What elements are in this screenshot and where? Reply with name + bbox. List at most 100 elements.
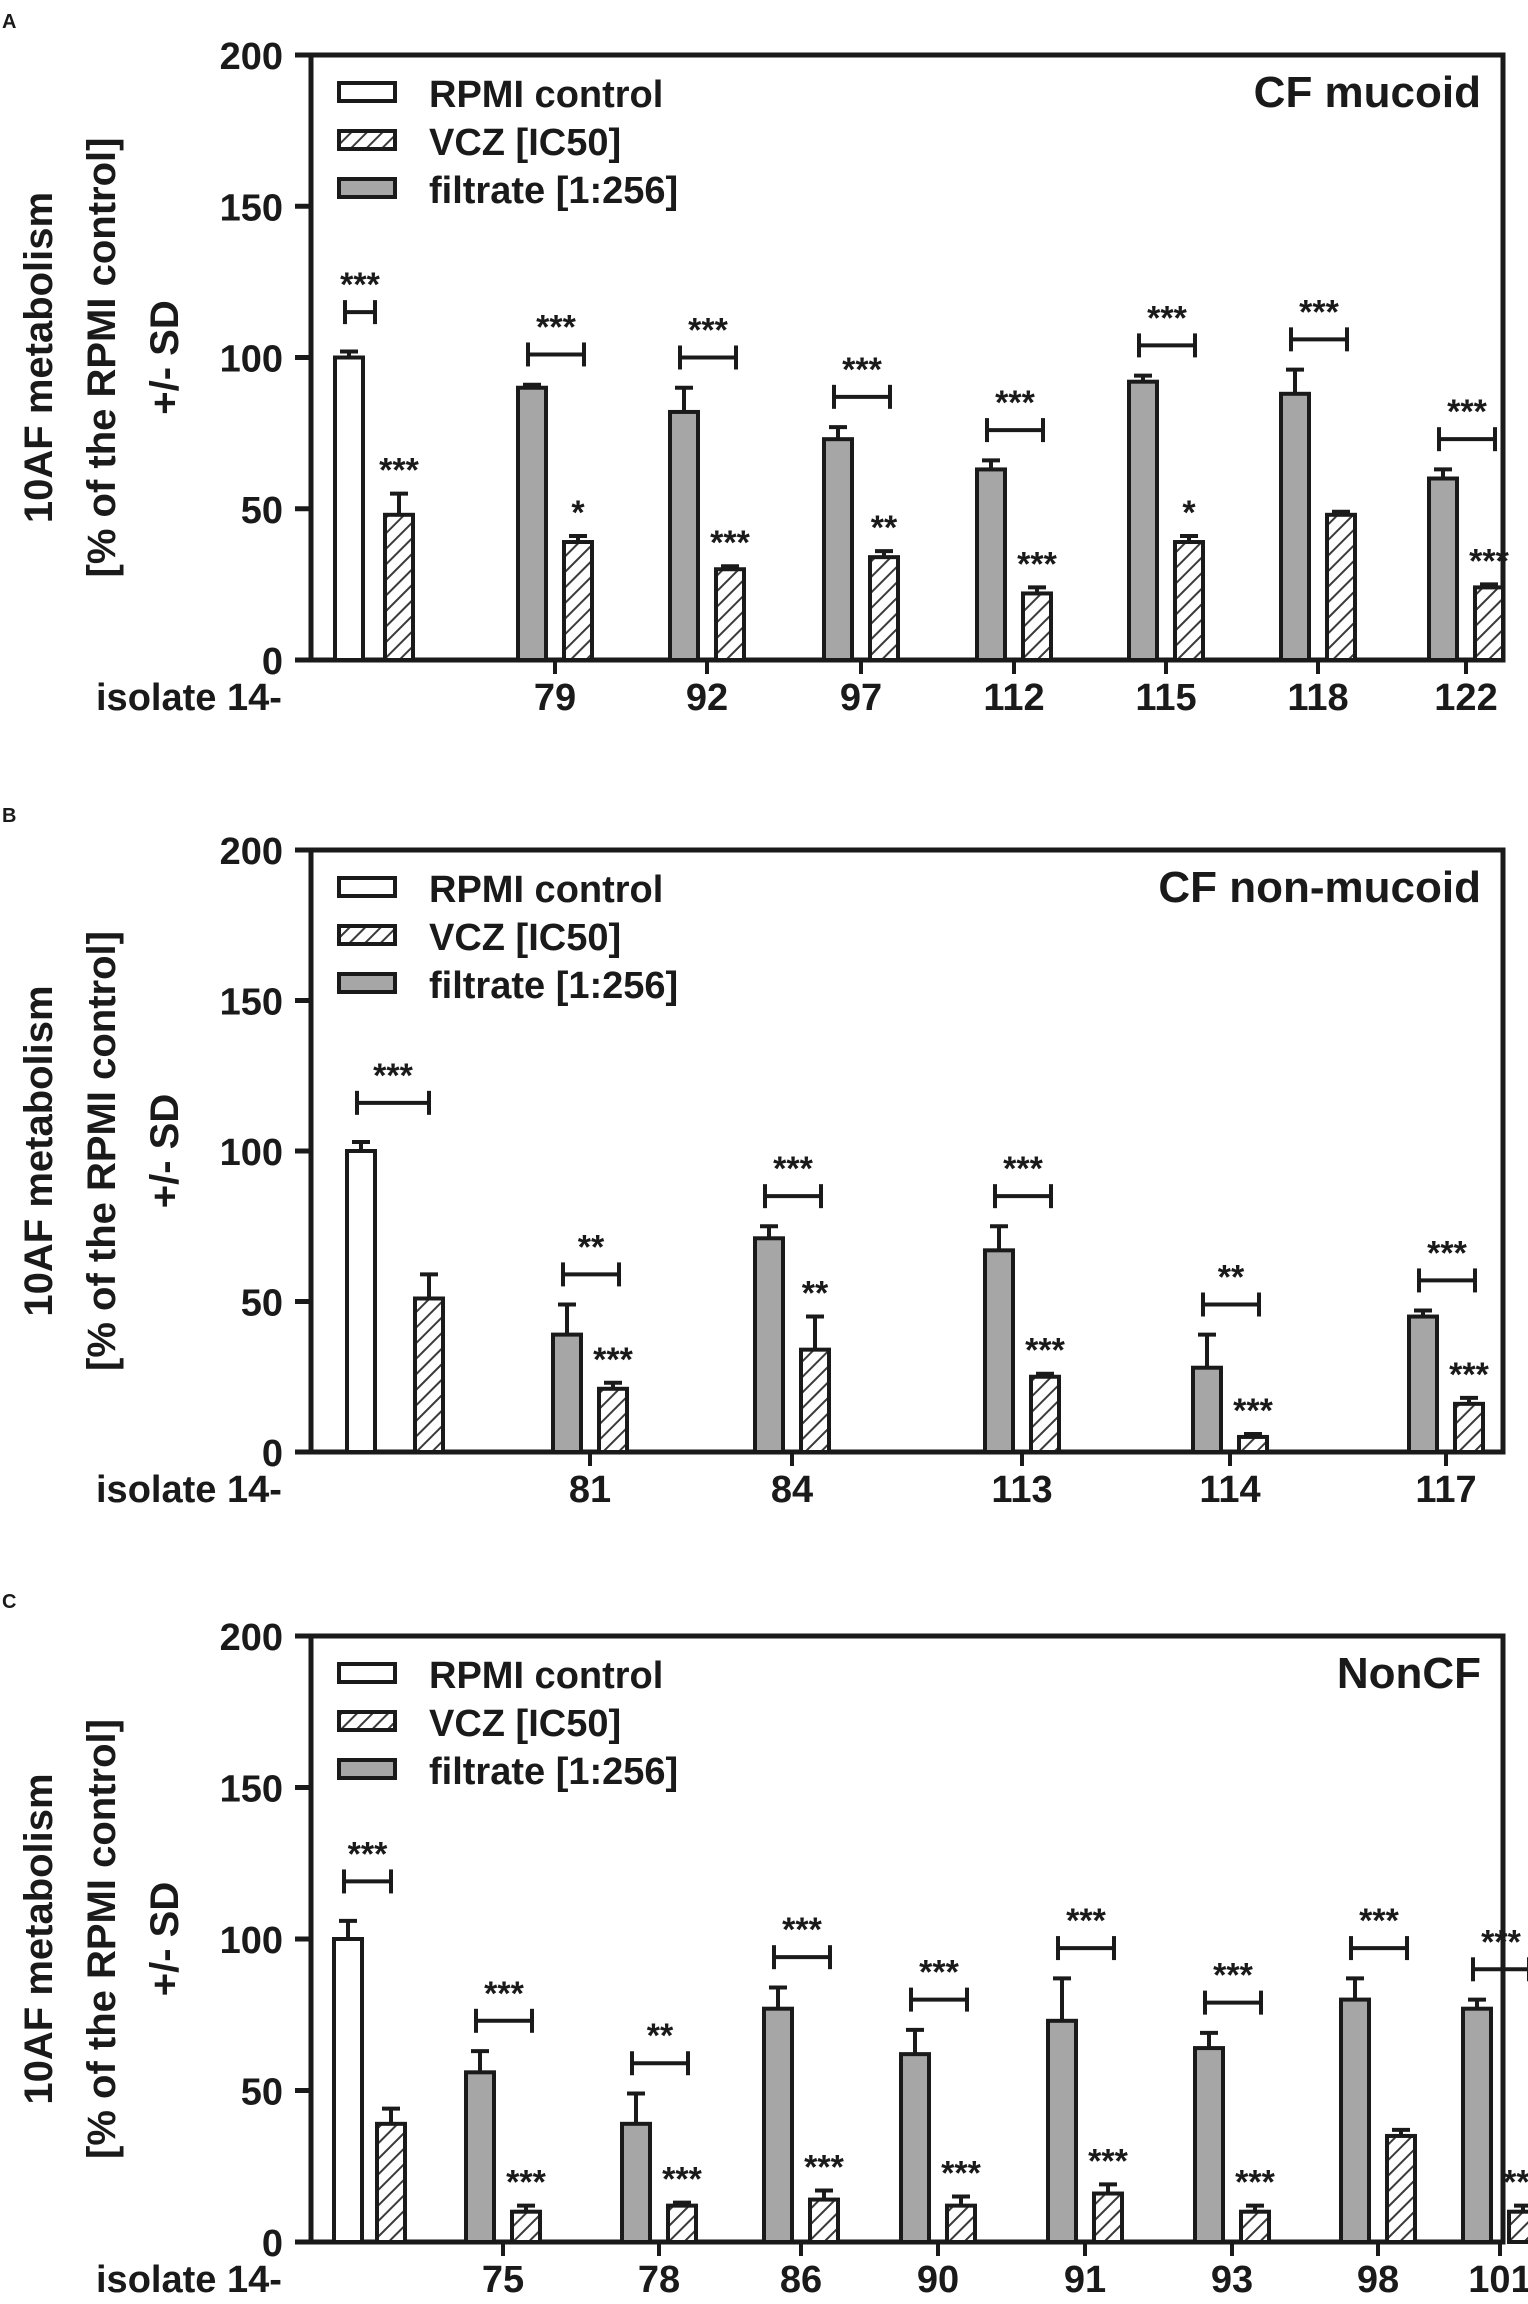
legend-rpmi-control-label: RPMI control	[429, 74, 663, 116]
bracket-79-label: ***	[536, 308, 576, 346]
legend-filtrate-swatch	[337, 1758, 397, 1780]
bar-filtrate-vcz-98	[1385, 2133, 1417, 2244]
x-tick-label-98: 98	[1357, 2259, 1399, 2301]
bar-filtrate-vcz-79	[562, 540, 594, 663]
bar-filtrate-118	[1279, 391, 1311, 662]
bar-filtrate-97	[822, 437, 854, 662]
sig-vcz-84: **	[802, 1275, 829, 1313]
sig-vcz-113: ***	[1025, 1332, 1065, 1370]
legend-rpmi-control-swatch	[337, 1662, 397, 1684]
legend-rpmi-control-label: RPMI control	[429, 1655, 663, 1697]
bar-filtrate-vcz-114	[1237, 1434, 1269, 1454]
ylabel-line-1: 10AF metabolism	[17, 1773, 61, 2104]
bar-filtrate-90	[899, 2052, 931, 2244]
y-tick-label: 200	[220, 36, 283, 78]
bar-filtrate-117	[1407, 1314, 1439, 1455]
legend-vcz-ic50-swatch	[337, 129, 397, 151]
bar-filtrate-79	[516, 385, 548, 662]
x-tick-label-75: 75	[482, 2259, 524, 2301]
y-tick-label: 0	[262, 1433, 283, 1475]
sig-vcz-92: ***	[710, 524, 750, 562]
x-tick-label-90: 90	[917, 2259, 959, 2301]
sig-vcz-81: ***	[593, 1341, 633, 1379]
y-tick-label: 100	[220, 339, 283, 381]
bar-vcz-ic50	[375, 2121, 407, 2245]
bracket-114-label: **	[1218, 1259, 1245, 1297]
bar-filtrate-112	[975, 467, 1007, 662]
bracket-117-label: ***	[1427, 1234, 1467, 1272]
sig-vcz-79: *	[571, 494, 585, 532]
bar-filtrate-vcz-92	[714, 567, 746, 662]
legend-rpmi-control-swatch	[337, 81, 397, 103]
ylabel-line-2: [% of the RPMI control]	[80, 1719, 124, 2159]
bracket-92-label: ***	[688, 312, 728, 350]
bracket-112-label: ***	[995, 384, 1035, 422]
bar-filtrate-114	[1191, 1365, 1223, 1454]
legend-filtrate-swatch	[337, 177, 397, 199]
x-tick-label-92: 92	[686, 677, 728, 719]
bracket-control-vs-vcz-label: ***	[373, 1057, 413, 1095]
x-tick-label-97: 97	[840, 677, 882, 719]
y-tick-label: 150	[220, 982, 283, 1024]
sig-vcz-117: ***	[1449, 1356, 1489, 1394]
legend-rpmi-control-label: RPMI control	[429, 869, 663, 911]
bar-filtrate-vcz-78	[666, 2203, 698, 2244]
bar-filtrate-78	[620, 2121, 652, 2245]
bar-filtrate-vcz-115	[1173, 540, 1205, 663]
bracket-93-label: ***	[1213, 1957, 1253, 1995]
bracket-control-vs-vcz-label: ***	[348, 1835, 388, 1873]
bar-rpmi-control	[345, 1149, 377, 1454]
y-tick-label: 50	[241, 1283, 283, 1325]
y-tick-label: 100	[220, 1132, 283, 1174]
x-tick-label-117: 117	[1415, 1469, 1476, 1511]
panel-title: NonCF	[1337, 1649, 1481, 1698]
panel-letter: A	[2, 11, 16, 33]
bracket-78-label: **	[647, 2017, 674, 2055]
isolate-prefix-label: isolate 14-	[96, 2259, 282, 2301]
legend-vcz-ic50-label: VCZ [IC50]	[429, 917, 621, 959]
bracket-113-label: ***	[1003, 1150, 1043, 1188]
sig-vcz-112: ***	[1017, 545, 1057, 583]
ylabel-line-2: [% of the RPMI control]	[80, 138, 124, 578]
bracket-98-label: ***	[1359, 1902, 1399, 1940]
bar-filtrate-vcz-112	[1021, 591, 1053, 663]
sig-vcz-114: ***	[1233, 1392, 1273, 1430]
panel-letter: C	[2, 1591, 16, 1613]
bar-filtrate-vcz-113	[1029, 1374, 1061, 1454]
sig-vcz-86: ***	[804, 2148, 844, 2186]
ylabel-line-1: 10AF metabolism	[17, 985, 61, 1316]
sig-vcz-122: ***	[1469, 542, 1509, 580]
x-tick-label-112: 112	[983, 677, 1044, 719]
y-tick-label: 150	[220, 187, 283, 229]
bar-filtrate-81	[551, 1332, 583, 1454]
bar-filtrate-vcz-84	[799, 1347, 831, 1455]
x-tick-label-118: 118	[1287, 677, 1348, 719]
bar-vcz-ic50	[413, 1296, 445, 1454]
panel-letter: B	[2, 805, 16, 827]
bar-rpmi-control	[333, 355, 365, 662]
x-tick-label-78: 78	[638, 2259, 680, 2301]
bar-filtrate-vcz-117	[1453, 1401, 1485, 1454]
x-tick-label-84: 84	[771, 1469, 813, 1511]
chart-panel-a: A 0 50 100 150 200 10AF metabolism [% of the RP…	[2, 11, 1510, 719]
chart-panel-c: C 0 50 100 150 200 10AF metabolism [% of the RP…	[2, 1591, 1528, 2301]
x-tick-label-86: 86	[780, 2259, 822, 2301]
bar-filtrate-92	[668, 409, 700, 663]
bar-filtrate-84	[753, 1236, 785, 1455]
bar-filtrate-vcz-122	[1473, 585, 1505, 663]
legend-filtrate-swatch	[337, 972, 397, 994]
bracket-90-label: ***	[919, 1954, 959, 1992]
bar-filtrate-101	[1461, 2006, 1493, 2244]
bar-vcz-ic50	[383, 512, 415, 662]
x-tick-label-91: 91	[1064, 2259, 1106, 2301]
y-tick-label: 50	[241, 490, 283, 532]
isolate-prefix-label: isolate 14-	[96, 677, 282, 719]
sig-vcz-78: ***	[662, 2161, 702, 2199]
bracket-86-label: ***	[782, 1911, 822, 1949]
y-tick-label: 200	[220, 831, 283, 873]
x-tick-label-122: 122	[1434, 677, 1497, 719]
bar-filtrate-93	[1193, 2046, 1225, 2245]
bar-filtrate-91	[1046, 2018, 1078, 2245]
panel-title: CF non-mucoid	[1158, 863, 1481, 912]
